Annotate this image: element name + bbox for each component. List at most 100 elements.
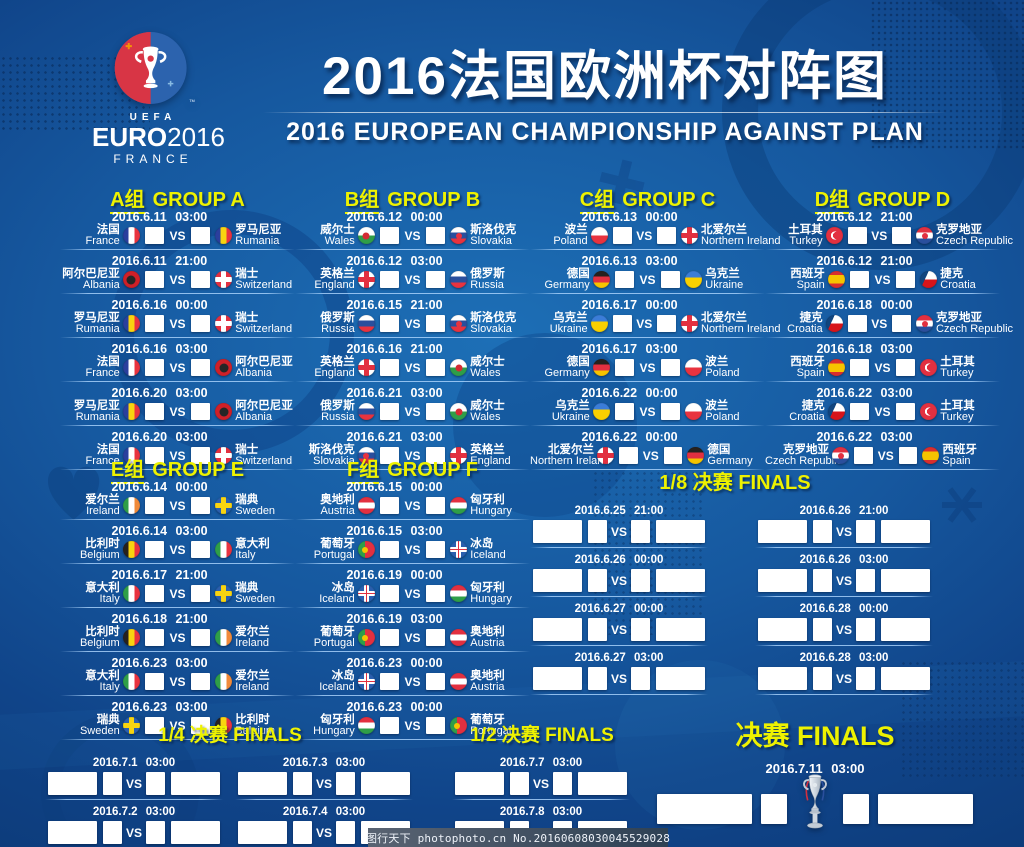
score-box: [144, 403, 165, 420]
score-box: [660, 359, 681, 376]
vs-label: VS: [404, 542, 421, 557]
home-team: 葡萄牙 Portugal: [295, 626, 355, 649]
flag-icon-albania: [122, 271, 140, 288]
round-of-16-left-column: 2016.6.25 21:00 VS 2016.6.26 00:00 VS 2016.6…: [530, 504, 708, 700]
team-name-en: Belgium: [79, 636, 120, 649]
match-date: 2016.6.12 03:00: [346, 254, 443, 268]
knockout-match: 2016.6.28 03:00 VS: [755, 651, 933, 695]
vs-label: VS: [169, 360, 186, 375]
home-team: 法国 France: [60, 224, 119, 247]
match-row: 比利时 Belgium VS 爱尔兰 Ireland: [60, 626, 295, 649]
match: 2016.6.22 00:00 北爱尔兰 Northern Ireland VS 德国 G…: [530, 430, 765, 470]
vs-label: VS: [874, 360, 891, 375]
home-team: 罗马尼亚 Rumania: [60, 312, 120, 335]
team-slot-box: [655, 520, 705, 543]
match-date: 2016.6.14 00:00: [111, 480, 208, 494]
score-box: [813, 618, 832, 641]
flag-icon-belgium: [122, 629, 140, 646]
match-date: 2016.6.12 21:00: [816, 210, 913, 224]
away-team: 阿尔巴尼亚 Albania: [235, 355, 295, 379]
match-row: 瑞典 Sweden VS 比利时 Belgium: [60, 714, 295, 737]
match-date: 2016.6.17 03:00: [581, 342, 678, 356]
match-separator: [60, 469, 295, 470]
vs-label: VS: [610, 573, 627, 588]
group-b: B组 GROUP B 2016.6.12 00:00 威尔士 Wales VS 斯洛伐克 Sl…: [295, 183, 530, 474]
team-name-cn: 罗马尼亚: [73, 399, 120, 412]
home-team: 克罗地亚 Czech Republic: [765, 444, 842, 467]
page-subtitle-en: 2016 EUROPEAN CHAMPIONSHIP AGAINST PLAN: [286, 118, 924, 146]
vs-label: VS: [404, 272, 421, 287]
match-date: 2016.6.18 00:00: [816, 298, 913, 312]
team-slot-box: [655, 667, 705, 690]
match-date: 2016.6.12 00:00: [346, 210, 443, 224]
match: 2016.6.17 03:00 德国 Germany VS 波兰 Poland: [530, 342, 765, 382]
match-separator: [60, 425, 295, 426]
match-row: 冰岛 Iceland VS 匈牙利 Hungary: [295, 582, 530, 605]
knockout-match-row: VS: [45, 821, 223, 844]
score-box: [103, 821, 122, 844]
score-box: [425, 403, 446, 420]
flag-emblem: [219, 407, 229, 416]
flag-icon-austria: [450, 629, 468, 646]
knockout-match: 2016.7.3 03:00 VS: [235, 756, 413, 800]
knockout-match: 2016.7.7 03:00 VS: [452, 756, 630, 800]
team-name-en: Czech Republic: [936, 322, 1014, 335]
vs-label: VS: [835, 573, 852, 588]
vs-label: VS: [404, 674, 421, 689]
match-row: 奥地利 Austria VS 匈牙利 Hungary: [295, 494, 530, 517]
knockout-match: 2016.6.25 21:00 VS: [530, 504, 708, 548]
team-name-cn: 阿尔巴尼亚: [235, 355, 293, 368]
match-date: 2016.6.28 00:00: [799, 603, 889, 615]
vs-label: VS: [169, 586, 186, 601]
match: 2016.6.16 21:00 英格兰 England VS 威尔士 Wales: [295, 342, 530, 382]
match-separator: [755, 596, 933, 597]
vs-label: VS: [610, 671, 627, 686]
team-name-en: Ukraine: [549, 322, 588, 335]
score-box: [103, 772, 122, 795]
vs-label: VS: [404, 228, 421, 243]
flag-emblem: [455, 364, 463, 371]
flag-icon-northern_ireland: [597, 447, 614, 464]
score-box: [849, 271, 870, 288]
group-title: E组 GROUP E: [60, 453, 295, 484]
score-box: [849, 403, 870, 420]
team-name-en: Rumania: [75, 410, 120, 423]
flag-icon-belgium: [215, 717, 233, 734]
score-box: [425, 315, 446, 332]
vs-label: VS: [169, 272, 186, 287]
score-box: [379, 717, 400, 734]
score-box: [146, 772, 165, 795]
team-name-cn: 波兰: [705, 399, 729, 412]
score-box: [144, 271, 165, 288]
team-slot-box: [238, 772, 288, 795]
flag-icon-switzerland: [215, 315, 233, 332]
match-date: 2016.6.15 03:00: [346, 524, 443, 538]
score-box: [510, 772, 529, 795]
team-slot-box: [533, 569, 583, 592]
flag-icon-spain: [922, 447, 940, 464]
match-row: 匈牙利 Hungary VS 葡萄牙 Portugal: [295, 714, 530, 737]
match-date: 2016.6.15 00:00: [346, 480, 443, 494]
team-name-cn: 捷克: [801, 399, 825, 412]
flag-emblem: [455, 408, 463, 415]
team-name-cn: 土耳其: [940, 355, 975, 368]
championship-trophy-icon: [803, 774, 827, 829]
score-box: [813, 667, 832, 690]
vs-label: VS: [315, 825, 332, 840]
match-separator: [452, 799, 630, 800]
team-name-en: Turkey: [789, 234, 823, 247]
vs-label: VS: [871, 228, 888, 243]
team-name-en: Sweden: [235, 592, 276, 605]
final-match-date: 2016.7.11 03:00: [765, 761, 865, 776]
match-separator: [60, 293, 295, 294]
away-team: 威尔士 Wales: [470, 356, 530, 379]
score-box: [614, 271, 635, 288]
team-name-en: Hungary: [470, 592, 512, 605]
team-name-cn: 爱尔兰: [235, 669, 270, 682]
home-team: 捷克 Croatia: [765, 399, 825, 423]
match: 2016.6.12 21:00 西班牙 Spain VS 捷克 Croatia: [765, 254, 1000, 294]
match-separator: [530, 469, 765, 470]
team-name-en: Sweden: [235, 504, 276, 517]
team-name-en: Albania: [235, 366, 272, 379]
knockout-match-row: VS: [755, 667, 933, 690]
